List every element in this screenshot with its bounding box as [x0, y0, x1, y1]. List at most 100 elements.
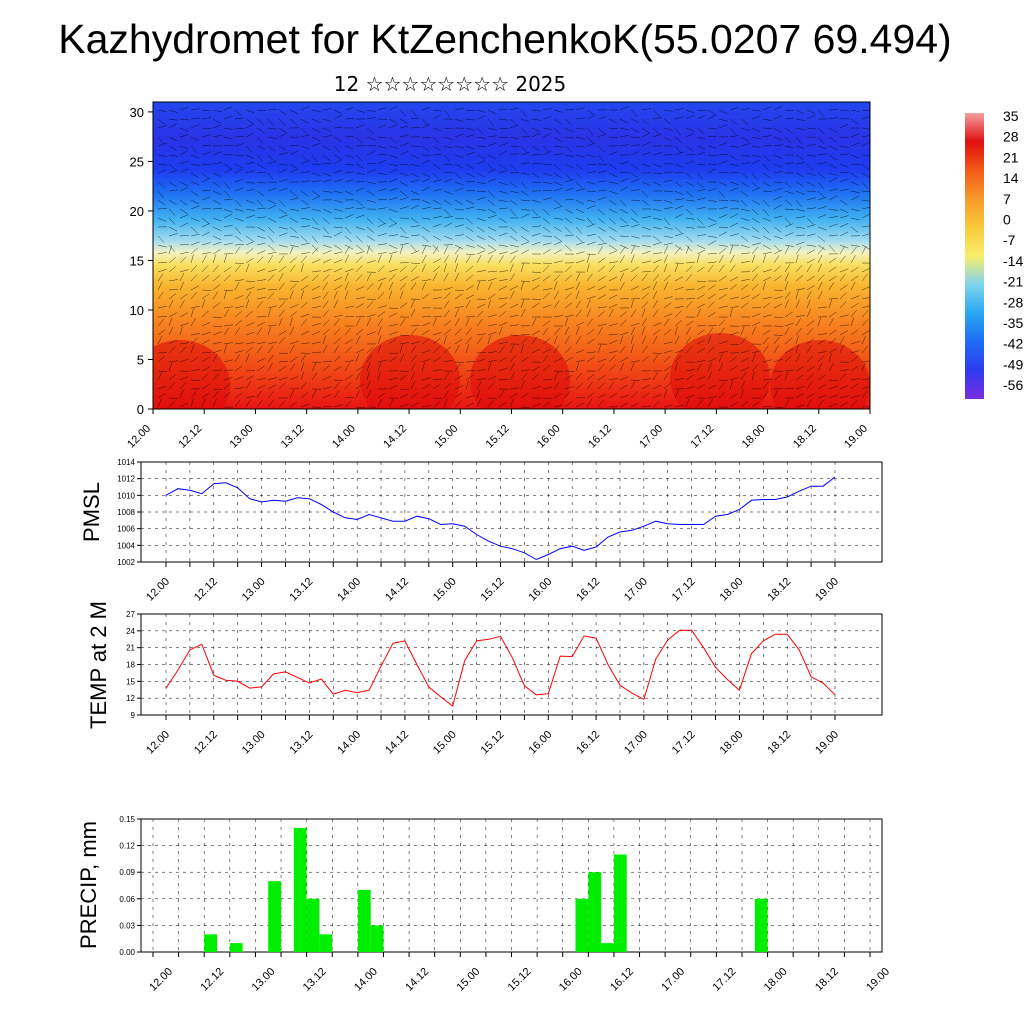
- wind-arrow: [234, 199, 242, 207]
- wind-arrow: [619, 331, 629, 336]
- wind-arrow: [201, 310, 209, 318]
- wind-arrow: [773, 289, 784, 292]
- wind-arrow: [179, 256, 187, 264]
- wind-arrow: [333, 226, 344, 229]
- wind-arrow: [190, 264, 197, 273]
- wind-arrow: [773, 115, 783, 120]
- wind-arrow: [641, 250, 651, 255]
- wind-arrow: [586, 171, 596, 174]
- wind-arrow: [278, 352, 289, 354]
- wind-arrow: [674, 389, 679, 399]
- x-tick-label: 14.12: [403, 966, 431, 994]
- wind-arrow: [575, 383, 584, 390]
- wind-arrow: [311, 361, 322, 363]
- wind-arrow: [256, 171, 267, 174]
- wind-arrow: [652, 329, 661, 336]
- wind-arrow: [740, 252, 750, 255]
- wind-arrow: [399, 109, 407, 117]
- wind-arrow: [377, 254, 382, 264]
- wind-arrow: [509, 118, 517, 126]
- wind-arrow: [575, 300, 581, 309]
- wind-arrow: [476, 398, 482, 408]
- wind-arrow: [432, 266, 441, 273]
- wind-arrow: [575, 117, 585, 120]
- wind-arrow: [311, 118, 321, 123]
- wind-arrow: [828, 223, 838, 228]
- wind-arrow: [256, 242, 266, 246]
- wind-arrow: [267, 341, 277, 345]
- wind-arrow: [300, 381, 307, 390]
- wind-arrow: [751, 254, 756, 264]
- wind-arrow: [762, 337, 770, 345]
- wind-arrow: [773, 195, 783, 201]
- wind-arrow: [366, 163, 377, 165]
- wind-arrow: [828, 403, 838, 408]
- wind-arrow: [201, 252, 211, 255]
- wind-arrow: [553, 370, 564, 372]
- wind-arrow: [289, 190, 298, 197]
- wind-arrow: [817, 274, 825, 282]
- wind-arrow: [267, 363, 273, 372]
- wind-arrow: [322, 319, 330, 327]
- wind-arrow: [322, 135, 332, 138]
- wind-arrow: [355, 235, 363, 243]
- wind-arrow: [707, 168, 717, 174]
- wind-arrow: [575, 402, 585, 408]
- wind-arrow: [773, 204, 783, 210]
- wind-arrow: [465, 235, 474, 242]
- wind-arrow: [410, 345, 417, 354]
- wind-arrow: [773, 215, 783, 219]
- wind-arrow: [432, 223, 442, 228]
- wind-arrow: [190, 398, 194, 408]
- wind-arrow: [179, 382, 187, 390]
- wind-arrow: [861, 127, 870, 130]
- wind-arrow: [234, 279, 244, 282]
- wind-arrow: [553, 172, 562, 179]
- wind-arrow: [388, 377, 398, 381]
- wind-arrow: [839, 395, 849, 399]
- wind-arrow: [498, 345, 505, 354]
- wind-arrow: [509, 199, 518, 206]
- wind-arrow: [784, 311, 793, 318]
- wind-arrow: [421, 338, 430, 345]
- wind-arrow: [729, 306, 739, 309]
- wind-arrow: [355, 180, 365, 183]
- wind-arrow: [487, 399, 494, 408]
- wind-arrow: [531, 302, 540, 309]
- wind-arrow: [234, 319, 242, 327]
- wind-arrow: [564, 234, 574, 237]
- wind-arrow: [630, 109, 638, 117]
- wind-arrow: [234, 127, 245, 129]
- wind-arrow: [762, 226, 770, 234]
- wind-arrow: [322, 244, 332, 249]
- wind-arrow: [256, 250, 266, 255]
- wind-arrow: [476, 369, 486, 372]
- wind-arrow: [487, 168, 497, 174]
- wind-arrow: [729, 187, 739, 192]
- wind-arrow: [806, 320, 815, 327]
- wind-arrow: [542, 275, 551, 282]
- wind-arrow: [355, 251, 365, 255]
- x-tick-label: 18.00: [762, 966, 790, 994]
- wind-arrow: [707, 114, 717, 120]
- wind-arrow: [443, 390, 449, 399]
- wind-arrow: [828, 275, 837, 282]
- wind-arrow: [223, 266, 232, 273]
- x-tick-label: 12.12: [176, 423, 204, 451]
- wind-arrow: [311, 270, 321, 273]
- wind-arrow: [773, 387, 784, 390]
- wind-arrow: [586, 356, 595, 363]
- wind-arrow: [487, 314, 497, 318]
- wind-arrow: [542, 249, 551, 255]
- wind-arrow: [168, 339, 178, 345]
- wind-arrow: [443, 359, 453, 363]
- wind-arrow: [454, 328, 462, 336]
- wind-arrow: [608, 244, 617, 251]
- wind-arrow: [245, 322, 255, 327]
- wind-arrow: [179, 145, 189, 150]
- colorbar-strip: [965, 113, 984, 399]
- wind-arrow: [399, 197, 409, 201]
- wind-arrow: [377, 318, 383, 327]
- wind-arrow: [674, 263, 679, 273]
- wind-arrow: [586, 163, 597, 165]
